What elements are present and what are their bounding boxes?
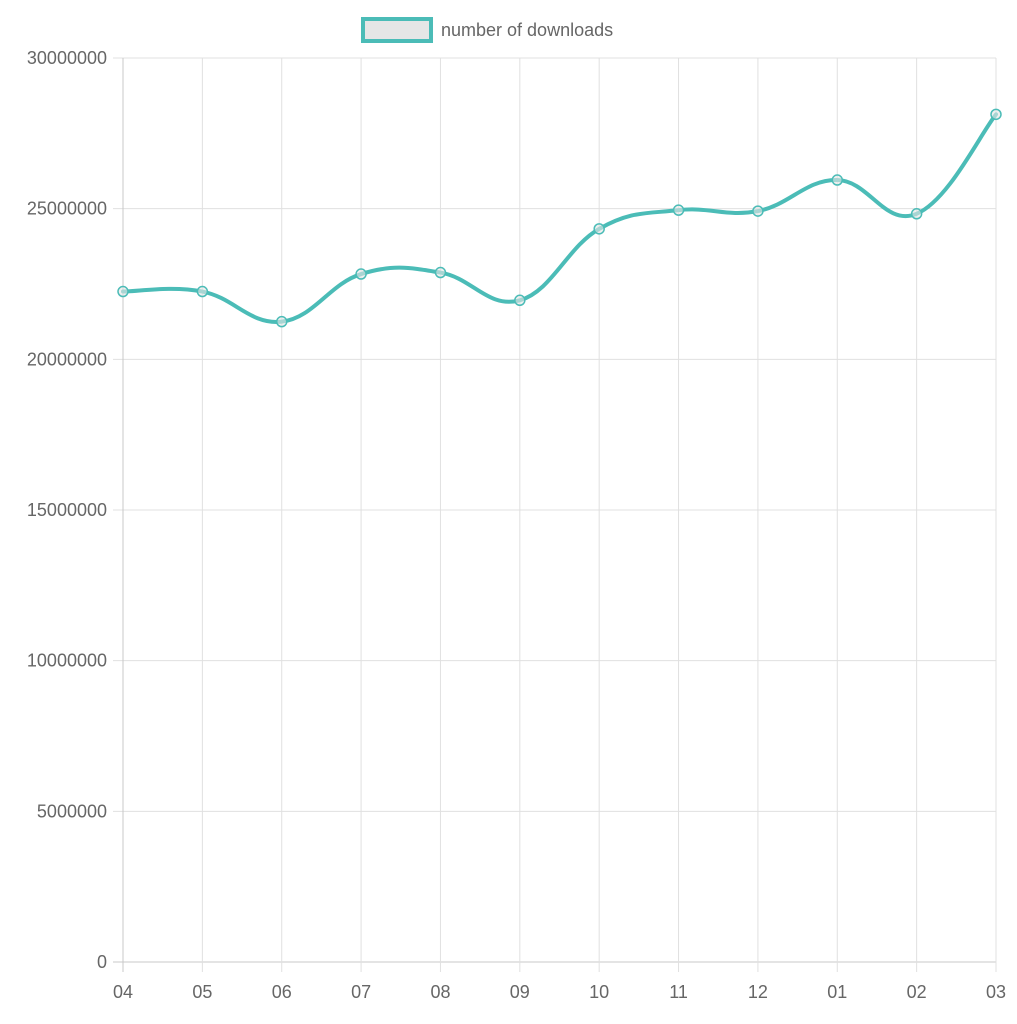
data-point[interactable] xyxy=(593,223,605,235)
y-tick-label: 15000000 xyxy=(27,500,107,520)
y-tick-label: 10000000 xyxy=(27,651,107,671)
legend-swatch[interactable] xyxy=(361,17,433,43)
data-point[interactable] xyxy=(752,205,764,217)
legend[interactable]: number of downloads xyxy=(361,17,613,43)
series-line-downloads xyxy=(121,112,998,324)
x-tick-label: 08 xyxy=(430,982,450,1002)
data-point[interactable] xyxy=(117,285,129,298)
data-point[interactable] xyxy=(672,204,685,216)
axes: 0 5000000 10000000 15000000 20000000 25000000… xyxy=(27,48,1006,1002)
x-tick-label: 12 xyxy=(748,982,768,1002)
x-tick-label: 01 xyxy=(827,982,847,1002)
x-tick-label: 02 xyxy=(907,982,927,1002)
x-tick-label: 11 xyxy=(669,982,688,1002)
x-tick-label: 05 xyxy=(192,982,212,1002)
x-tick-label: 04 xyxy=(113,982,133,1002)
y-tick-label: 0 xyxy=(97,952,107,972)
x-tick-label: 03 xyxy=(986,982,1006,1002)
grid xyxy=(113,57,997,972)
data-point[interactable] xyxy=(831,174,844,186)
data-point[interactable] xyxy=(355,268,367,280)
x-tick-label: 10 xyxy=(589,982,609,1002)
x-tick-label: 07 xyxy=(351,982,371,1002)
data-point[interactable] xyxy=(275,315,288,328)
legend-label: number of downloads xyxy=(441,20,613,40)
x-tick-label: 06 xyxy=(272,982,292,1002)
x-tick-label: 09 xyxy=(510,982,530,1002)
y-tick-label: 25000000 xyxy=(27,199,107,219)
data-point[interactable] xyxy=(196,285,209,298)
data-point[interactable] xyxy=(910,208,923,220)
y-tick-label: 20000000 xyxy=(27,349,107,369)
data-point[interactable] xyxy=(514,294,526,307)
data-point[interactable] xyxy=(434,266,447,279)
y-tick-label: 5000000 xyxy=(37,801,107,821)
data-point[interactable] xyxy=(990,108,1002,121)
y-tick-label: 30000000 xyxy=(27,48,107,68)
series-layer xyxy=(117,108,1002,328)
